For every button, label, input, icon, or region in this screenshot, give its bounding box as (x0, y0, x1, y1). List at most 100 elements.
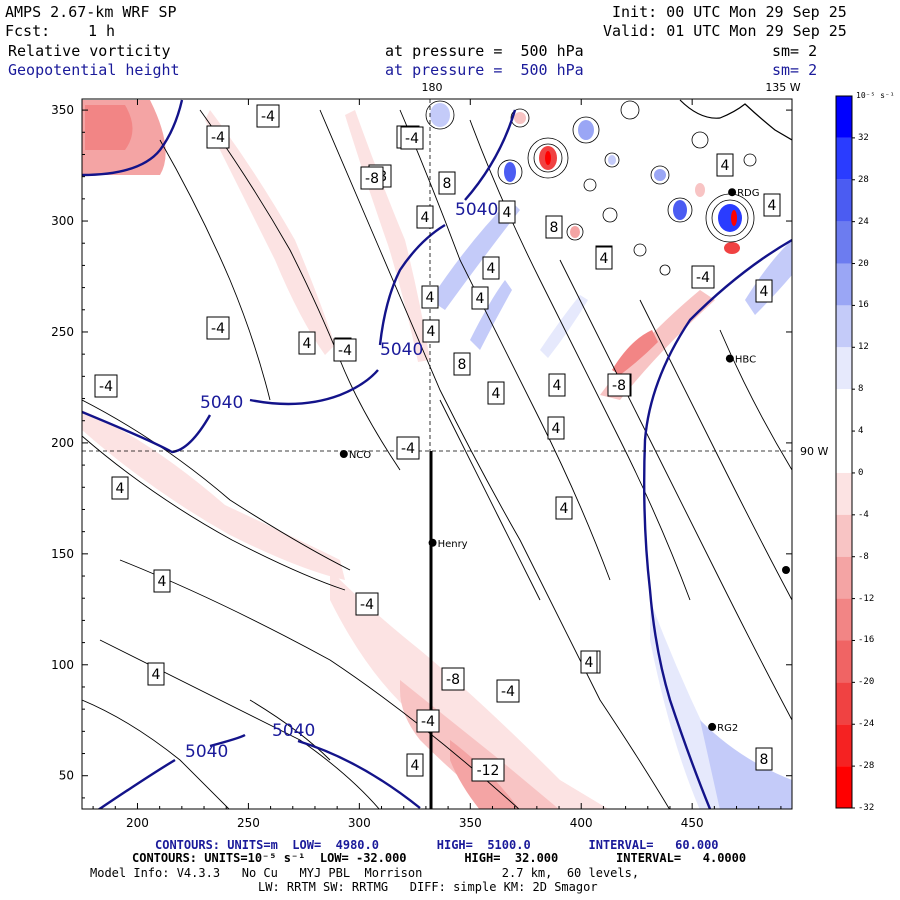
svg-text:4: 4 (553, 378, 562, 394)
vorticity-contour-label: 4 (763, 193, 781, 217)
height-contour-label: 5040 (185, 742, 228, 762)
pos-vorticity-band (745, 240, 792, 315)
x-axis-label: 350 (459, 816, 482, 830)
neg-vorticity-band (82, 410, 345, 580)
vorticity-contour-label: 4 (421, 285, 439, 309)
colorbar-swatch (836, 179, 852, 222)
vorticity-contour-label: -4 (416, 709, 440, 733)
svg-text:4: 4 (426, 290, 435, 306)
x-axis-label: 450 (681, 816, 704, 830)
colorbar-swatch (836, 682, 852, 725)
svg-text:4: 4 (503, 205, 512, 221)
field2-name: Geopotential height (8, 61, 180, 79)
field2-pressure: at pressure = 500 hPa (385, 61, 584, 79)
footer-model-info: Model Info: V4.3.3 No Cu MYJ PBL Morriso… (90, 866, 640, 880)
svg-text:4: 4 (487, 261, 496, 277)
colorbar-label: 24 (858, 216, 869, 227)
colorbar-label: 4 (858, 426, 864, 437)
svg-text:4: 4 (116, 481, 125, 497)
svg-text:-4: -4 (696, 270, 710, 286)
neg-vorticity-band (400, 680, 559, 809)
colorbar-label: 20 (858, 258, 869, 269)
colorbar-label: -8 (858, 551, 869, 562)
vorticity-contour-label: -8 (607, 373, 631, 397)
svg-text:-4: -4 (360, 597, 374, 613)
svg-text:4: 4 (768, 198, 777, 214)
colorbar-swatch (836, 221, 852, 264)
svg-text:4: 4 (760, 284, 769, 300)
vorticity-contour-label: -4 (355, 592, 379, 616)
colorbar-label: 12 (858, 342, 869, 353)
svg-text:4: 4 (600, 251, 609, 267)
y-axis-label: 50 (59, 769, 74, 783)
colorbar-swatch (836, 472, 852, 515)
svg-text:8: 8 (550, 220, 559, 236)
geopotential-contours (82, 99, 792, 809)
y-axis-label: 200 (51, 436, 74, 450)
vorticity-contour-label: 4 (298, 331, 316, 355)
label-layer: 200 250 300 350 400 450 350 300 250 200 150 100 50 18… (51, 81, 828, 830)
vorticity-contour-label: -4 (206, 316, 230, 340)
lon-label-135w: 135 W (765, 81, 800, 94)
station-label: RG2 (717, 723, 738, 734)
svg-text:4: 4 (158, 574, 167, 590)
station-marker (708, 722, 717, 731)
field1-pressure: at pressure = 500 hPa (385, 42, 584, 60)
field1-name: Relative vorticity (8, 42, 171, 60)
colorbar-label: -28 (858, 761, 875, 772)
vorticity-contour-label: 4 (422, 319, 440, 343)
svg-text:-12: -12 (477, 763, 500, 779)
vorticity-contour-label: 4 (755, 279, 773, 303)
svg-text:4: 4 (421, 210, 430, 226)
svg-text:8: 8 (760, 752, 769, 768)
station-marker (339, 450, 348, 458)
colorbar-label: 0 (858, 467, 864, 478)
station-label: HBC (735, 355, 756, 366)
vorticity-contour-label: 8 (453, 352, 471, 376)
colorbar-unit: 10⁻⁵ s⁻¹ (856, 91, 895, 100)
init-time: Init: 00 UTC Mon 29 Sep 25 (612, 3, 847, 21)
height-contour-label: 5040 (200, 393, 243, 413)
colorbar-label: -20 (858, 677, 875, 688)
vorticity-contour-label: -4 (206, 125, 230, 149)
vorticity-contour-label: 4 (111, 476, 129, 500)
coastline (679, 99, 792, 141)
y-axis-label: 100 (51, 658, 74, 672)
station-marker (782, 566, 790, 574)
vorticity-contour-label: 4 (716, 153, 734, 177)
colorbar-frame (835, 95, 853, 809)
svg-text:-8: -8 (446, 672, 460, 688)
map-frame (81, 98, 793, 810)
colorbar-swatch (836, 640, 852, 683)
neg-vorticity-band (85, 105, 133, 150)
colorbar-swatch (836, 514, 852, 557)
footer-vorticity-contours: CONTOURS: UNITS=10⁻⁵ s⁻¹ LOW= -32.000 HI… (132, 851, 747, 865)
lon-label-90w: 90 W (800, 445, 828, 458)
vorticity-contour-label: -4 (396, 436, 420, 460)
colorbar-swatch (836, 598, 852, 641)
svg-text:4: 4 (427, 324, 436, 340)
svg-text:8: 8 (458, 357, 467, 373)
svg-text:-4: -4 (338, 343, 352, 359)
vorticity-contour-label: 4 (482, 256, 500, 280)
y-axis-label: 150 (51, 547, 74, 561)
y-axis-label: 350 (51, 103, 74, 117)
colorbar-swatch (836, 305, 852, 348)
plot-title: AMPS 2.67-km WRF SP (5, 3, 177, 21)
pos-vorticity-band (700, 720, 792, 809)
x-axis-label: 400 (570, 816, 593, 830)
svg-text:4: 4 (721, 158, 730, 174)
height-contour-label: 5040 (380, 340, 423, 360)
vorticity-contour-label: 4 (487, 381, 505, 405)
station-marker (728, 188, 737, 197)
colorbar-swatch (836, 263, 852, 306)
vorticity-contour-label: -12 (471, 758, 505, 782)
vorticity-contour-label: -4 (400, 126, 424, 150)
station-marker (725, 354, 734, 363)
vorticity-contour-label: 4 (416, 205, 434, 229)
vorticity-contour-label: -8 (360, 166, 384, 190)
neg-vorticity-band (612, 330, 658, 375)
colorbar-swatch (836, 137, 852, 180)
y-axis-label: 250 (51, 325, 74, 339)
height-contour-label: 5040 (455, 200, 498, 220)
